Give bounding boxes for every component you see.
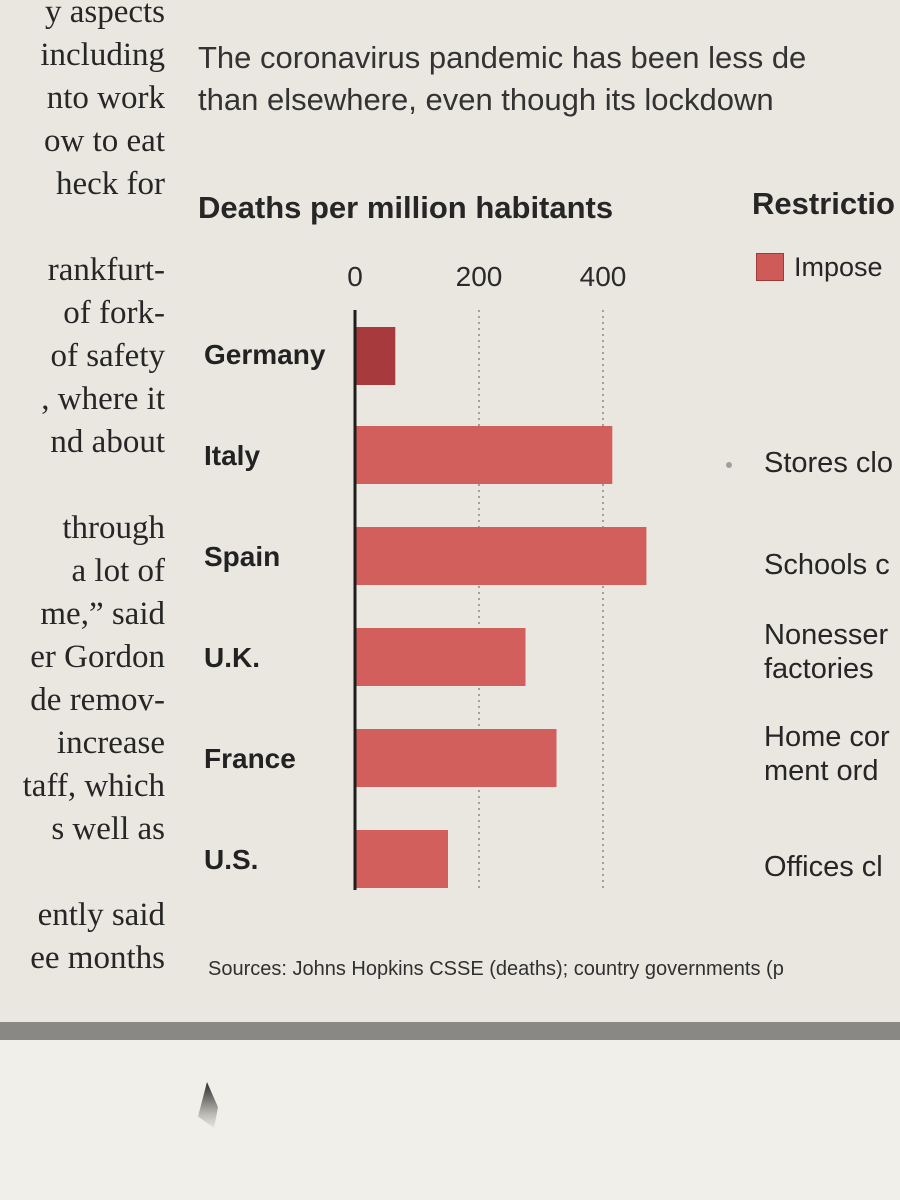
bar-uk [355,628,526,686]
article-line: ow to eat [44,123,165,159]
article-line: a lot of [71,553,165,589]
bar-germany [355,327,396,385]
article-line: including [40,37,165,73]
x-tick-label: 0 [347,261,363,292]
category-label: France [204,743,296,774]
chart-subtitle-line-1: The coronavirus pandemic has been less d… [198,40,807,75]
bar-italy [355,426,613,484]
event-home-confinement: Home cor ment ord [764,721,890,787]
restrictions-title: Restrictio [752,186,895,221]
chart-subtitle-line-2: than elsewhere, even though its lockdown [198,82,774,117]
event-offices: Offices cl [764,851,883,883]
legend-swatch-imposed [756,253,784,281]
article-line: rankfurt- [47,252,165,288]
bar-france [355,729,557,787]
category-label: Italy [204,440,260,471]
article-line: taff, which [22,768,165,804]
article-line: ently said [37,897,165,933]
category-label: Spain [204,541,280,572]
category-label: U.K. [204,642,260,673]
article-line: er Gordon [30,639,165,675]
bar-us [355,830,448,888]
column-divider-rule [0,1022,900,1040]
article-line: of fork- [63,295,165,331]
article-line: de remov- [30,682,165,718]
event-stores: Stores clo [764,447,893,479]
article-line: , where it [41,381,165,417]
article-line: ee months [30,940,165,976]
event-schools: Schools c [764,549,890,581]
article-line: through [62,510,165,546]
legend-label-imposed: Impose [794,252,883,282]
article-line: of safety [50,338,165,374]
article-line: nd about [50,424,165,460]
page-lower-margin [0,1040,900,1200]
x-tick-label: 400 [580,261,627,292]
chart-title: Deaths per million habitants [198,190,614,225]
article-line: s well as [51,811,165,847]
article-line: y aspects [44,0,165,30]
event-marker-dot [726,462,732,468]
event-nonessential: Nonesser factories [764,619,889,685]
article-line: heck for [55,166,165,202]
bar-spain [355,527,647,585]
x-tick-label: 200 [456,261,503,292]
article-line: me,” said [40,596,165,632]
category-label: Germany [204,339,326,370]
article-line: nto work [46,80,165,116]
source-note: Sources: Johns Hopkins CSSE (deaths); co… [208,958,784,980]
category-label: U.S. [204,844,258,875]
article-line: increase [56,725,165,761]
